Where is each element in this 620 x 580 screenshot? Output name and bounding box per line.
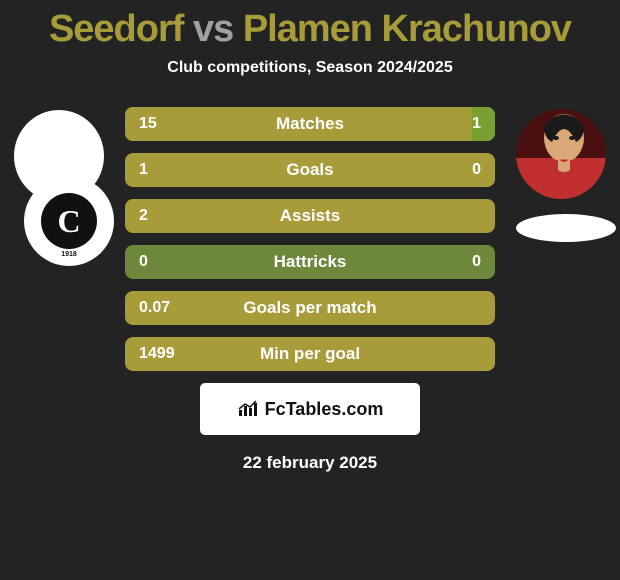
title-player2: Plamen Krachunov [243,8,571,50]
comparison-title: Seedorf vs Plamen Krachunov [0,0,620,51]
stat-value-left: 2 [139,207,148,225]
stat-bar: 15 1 Matches [125,107,495,141]
subtitle: Club competitions, Season 2024/2025 [0,59,620,77]
date-text: 22 february 2025 [0,453,620,473]
stat-value-left: 1 [139,161,148,179]
stat-value-right: 0 [472,161,481,179]
stat-label: Assists [280,206,340,226]
stat-label: Hattricks [274,252,347,272]
stats-bars: 15 1 Matches 1 0 Goals 2 Assists 0 0 Hattricks 0.07… [125,107,495,371]
logo-text: FcTables.com [265,399,384,420]
crest-letter: C [57,203,80,240]
stat-label: Goals per match [243,298,376,318]
player2-avatar [516,108,606,200]
stat-value-left: 0 [139,253,148,271]
stat-label: Matches [276,114,344,134]
chart-icon [237,400,259,418]
stat-bar: 0 0 Hattricks [125,245,495,279]
stat-value-left: 1499 [139,345,175,363]
title-player1: Seedorf [49,8,183,50]
stat-label: Goals [286,160,333,180]
stat-value-right: 0 [472,253,481,271]
stat-bar: 0.07 Goals per match [125,291,495,325]
title-vs: vs [193,8,233,50]
stat-value-left: 15 [139,115,157,133]
fctables-logo[interactable]: FcTables.com [200,383,420,435]
crest-year: 1918 [61,251,77,258]
club2-badge-placeholder [516,214,616,242]
club1-crest: C 1918 [24,176,114,266]
stat-bar: 2 Assists [125,199,495,233]
stat-label: Min per goal [260,344,360,364]
stat-value-left: 0.07 [139,299,170,317]
stat-bar: 1499 Min per goal [125,337,495,371]
stat-bar: 1 0 Goals [125,153,495,187]
stat-value-right: 1 [472,115,481,133]
